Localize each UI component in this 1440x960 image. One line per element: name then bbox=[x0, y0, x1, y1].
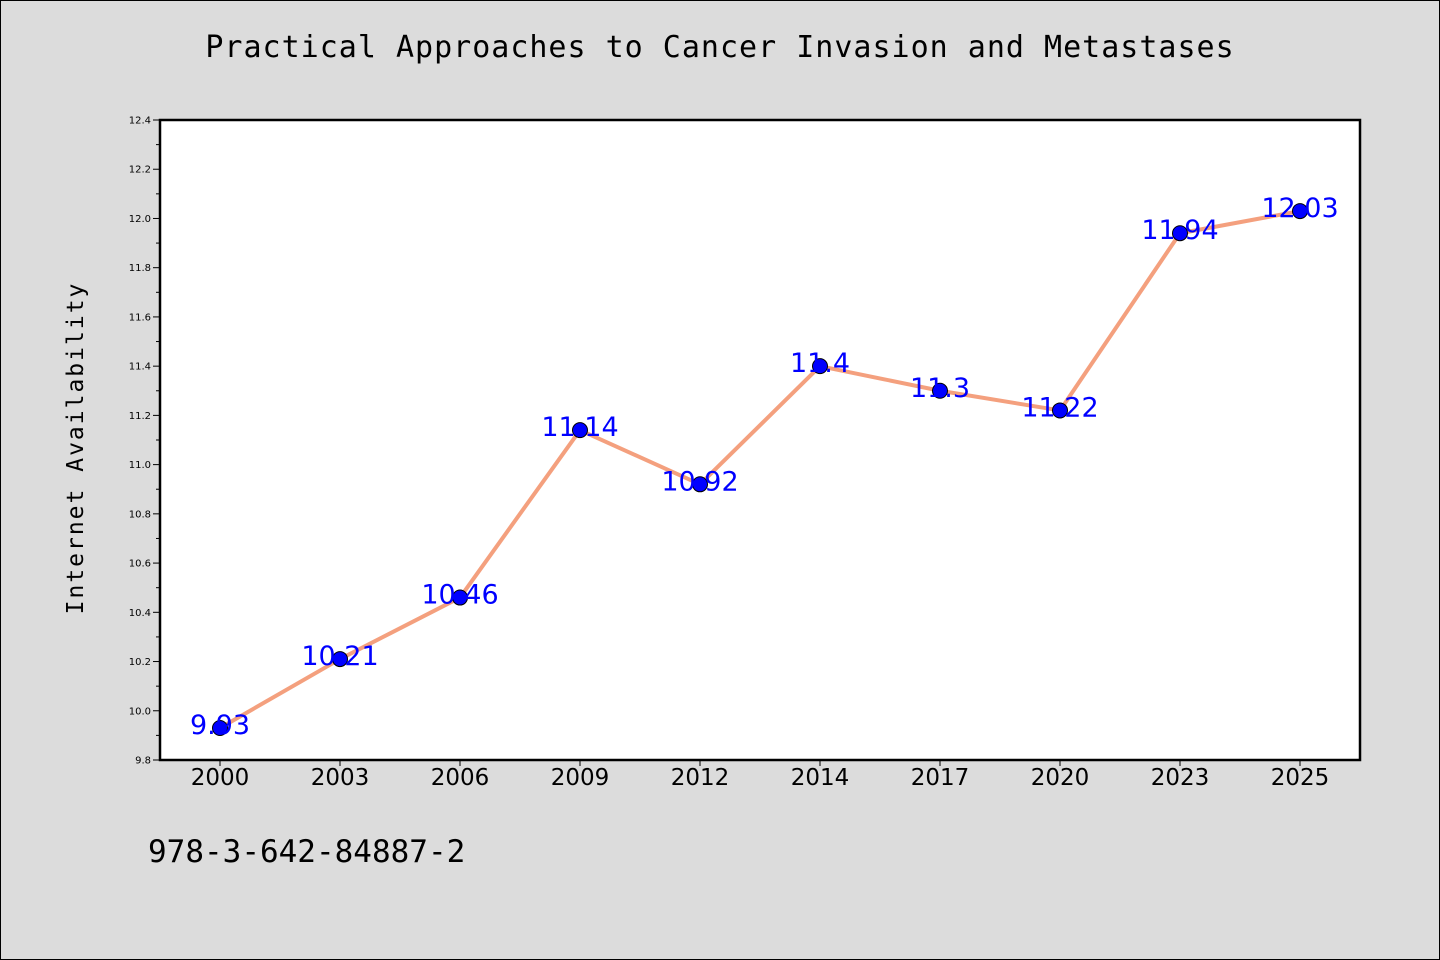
x-tick-label: 2000 bbox=[191, 765, 250, 791]
data-point bbox=[812, 358, 828, 375]
data-label: 10.21 bbox=[301, 641, 378, 672]
x-tick-label: 2020 bbox=[1031, 765, 1090, 791]
x-tick-label: 2003 bbox=[311, 765, 370, 791]
data-point bbox=[212, 720, 228, 736]
data-point bbox=[932, 382, 948, 399]
data-label: 10.46 bbox=[421, 580, 498, 611]
x-tick-label: 2009 bbox=[551, 765, 610, 791]
data-label: 11.3 bbox=[910, 373, 970, 404]
y-tick-label: 10.2 bbox=[129, 657, 151, 668]
data-point bbox=[332, 651, 348, 668]
data-point bbox=[692, 476, 708, 493]
x-tick-label: 2014 bbox=[791, 765, 850, 791]
data-point bbox=[572, 422, 588, 439]
x-tick-label: 2023 bbox=[1151, 765, 1210, 791]
y-tick-label: 10.8 bbox=[129, 509, 151, 520]
data-label: 11.4 bbox=[790, 348, 850, 379]
data-point bbox=[452, 589, 468, 606]
data-label: 12.03 bbox=[1261, 193, 1338, 224]
chart-title: Practical Approaches to Cancer Invasion … bbox=[205, 30, 1235, 65]
y-tick-label: 11.6 bbox=[129, 312, 151, 323]
data-label: 11.22 bbox=[1021, 392, 1098, 423]
y-tick-label: 10.0 bbox=[129, 706, 151, 717]
y-tick-label: 11.8 bbox=[129, 263, 151, 274]
data-label: 11.14 bbox=[541, 412, 618, 443]
data-label: 9.93 bbox=[190, 710, 250, 741]
plot-area bbox=[160, 120, 1360, 760]
plot-border bbox=[158, 118, 1362, 762]
data-label: 10.92 bbox=[661, 466, 738, 497]
y-tick-label: 11.4 bbox=[129, 362, 151, 373]
data-point bbox=[1052, 402, 1068, 419]
y-tick-label: 12.4 bbox=[129, 116, 151, 127]
y-tick-label: 11.2 bbox=[129, 411, 151, 422]
x-tick-label: 2012 bbox=[671, 765, 730, 791]
isbn-text: 978-3-642-84887-2 bbox=[148, 834, 466, 870]
x-tick-label: 2006 bbox=[431, 765, 490, 791]
data-point bbox=[1172, 225, 1188, 242]
y-tick-label: 10.4 bbox=[129, 608, 151, 619]
y-tick-label: 9.8 bbox=[135, 756, 151, 767]
y-tick-label: 11.0 bbox=[129, 460, 151, 471]
series-line bbox=[219, 209, 1301, 730]
x-tick-label: 2025 bbox=[1271, 765, 1330, 791]
y-tick-label: 12.0 bbox=[129, 214, 151, 225]
y-tick-label: 10.6 bbox=[129, 559, 151, 570]
x-tick-label: 2017 bbox=[911, 765, 970, 791]
y-tick-label: 12.2 bbox=[129, 165, 151, 176]
data-point bbox=[1292, 203, 1308, 220]
data-label: 11.94 bbox=[1141, 215, 1218, 246]
